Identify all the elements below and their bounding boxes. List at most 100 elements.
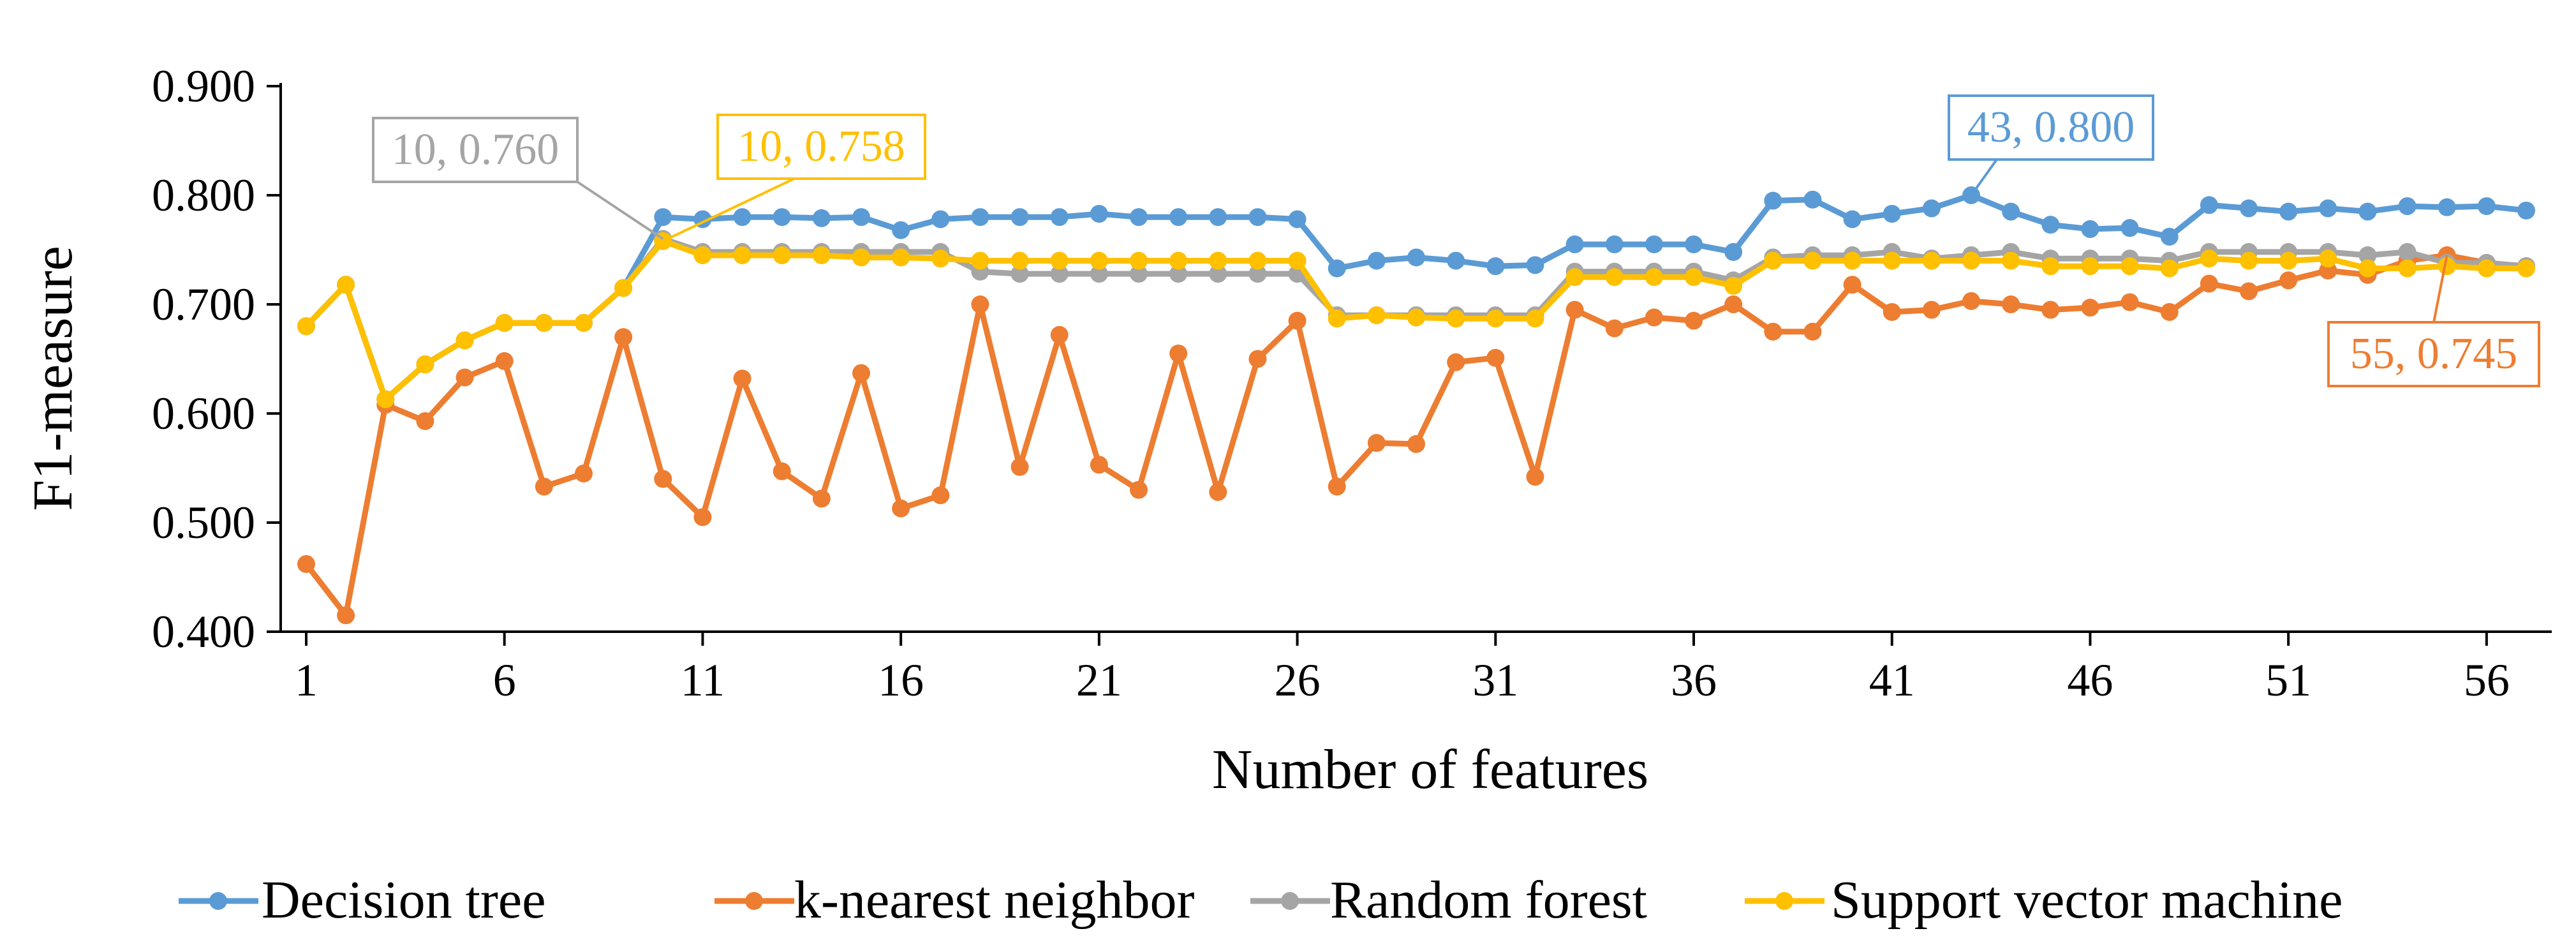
support-vector-machine-point [1209, 251, 1227, 270]
support-vector-machine-point [337, 276, 355, 294]
k-nearest-neighbor-point [773, 462, 791, 480]
k-nearest-neighbor-point [1010, 458, 1029, 476]
x-tick-label: 36 [1671, 655, 1717, 706]
decision-tree-point [2438, 198, 2456, 216]
k-nearest-neighbor-point [852, 364, 870, 382]
x-tick-label: 46 [2067, 655, 2113, 706]
k-nearest-neighbor-point [575, 465, 593, 483]
random-forest-point [1248, 265, 1267, 283]
k-nearest-neighbor-point [1526, 468, 1544, 486]
support-vector-machine-point [1010, 251, 1029, 270]
support-vector-machine-point [733, 246, 751, 265]
support-vector-machine-point [455, 331, 474, 350]
decision-tree-point [733, 208, 751, 227]
support-vector-machine-point [971, 251, 989, 270]
legend-swatch-marker [745, 892, 763, 910]
support-vector-machine-point [1566, 268, 1584, 286]
support-vector-machine-point [2121, 257, 2139, 276]
support-vector-machine-point [2200, 249, 2218, 268]
decision-tree-point [1724, 242, 1743, 261]
y-tick-label: 0.700 [152, 279, 255, 330]
decision-tree-point [1843, 210, 1862, 228]
decision-tree-point [1526, 256, 1544, 274]
support-vector-machine-point [812, 246, 831, 265]
callout-label: 10, 0.758 [737, 122, 905, 171]
k-nearest-neighbor-point [1605, 319, 1624, 338]
x-tick-label: 26 [1275, 655, 1321, 706]
decision-tree-point [1803, 190, 1822, 209]
legend-item-random-forest: Random forest [1250, 870, 1647, 930]
decision-tree-point [1883, 205, 1901, 223]
decision-tree-point [1645, 235, 1663, 253]
series-support-vector-machine [297, 232, 2535, 408]
support-vector-machine-point [495, 314, 514, 332]
support-vector-machine-point [376, 390, 395, 408]
annotation-svm: 10, 0.758 [662, 114, 926, 242]
support-vector-machine-point [1248, 251, 1267, 270]
support-vector-machine-point [2002, 251, 2020, 270]
k-nearest-neighbor-point [2121, 293, 2139, 311]
support-vector-machine-point [1169, 251, 1188, 270]
k-nearest-neighbor-point [1962, 292, 1980, 310]
x-tick-label: 1 [295, 655, 318, 706]
k-nearest-neighbor-point [1169, 344, 1188, 362]
support-vector-machine-point [1447, 309, 1465, 328]
support-vector-machine-point [2240, 251, 2258, 270]
y-tick-label: 0.400 [152, 606, 255, 657]
random-forest-point [1010, 265, 1029, 283]
legend-label: Decision tree [262, 870, 545, 930]
k-nearest-neighbor-point [1328, 477, 1346, 496]
legend-label: k-nearest neighbor [794, 870, 1194, 930]
decision-tree-point [1486, 257, 1505, 276]
k-nearest-neighbor-point [2200, 274, 2218, 293]
decision-tree-point [1447, 251, 1465, 270]
y-axis-title: F1-measure [22, 246, 84, 510]
x-tick-label: 41 [1869, 655, 1915, 706]
y-tick-label: 0.600 [152, 388, 255, 439]
k-nearest-neighbor-point [1367, 434, 1386, 452]
support-vector-machine-point [2279, 251, 2298, 270]
random-forest-point [1169, 265, 1188, 283]
series-decision-tree [297, 186, 2535, 408]
decision-tree-point [2279, 202, 2298, 221]
legend-label: Support vector machine [1831, 870, 2343, 930]
k-nearest-neighbor-point [1724, 295, 1743, 313]
legend-label: Random forest [1330, 870, 1647, 930]
random-forest-point [1050, 265, 1069, 283]
support-vector-machine-point [2081, 257, 2099, 276]
legend-item-support-vector-machine: Support vector machine [1745, 870, 2343, 930]
k-nearest-neighbor-point [693, 508, 712, 526]
k-nearest-neighbor-point [931, 486, 950, 505]
support-vector-machine-point [2160, 259, 2179, 278]
y-tick-label: 0.900 [152, 61, 255, 112]
decision-tree-point [931, 210, 950, 228]
annotation-decision-tree: 43, 0.800 [1948, 94, 2154, 197]
annotation-knn: 55, 0.745 [2327, 255, 2540, 387]
decision-tree-point [971, 208, 989, 227]
support-vector-machine-point [2319, 249, 2337, 268]
callout-box [1948, 94, 2154, 161]
support-vector-machine-point [1367, 306, 1386, 325]
decision-tree-point [1764, 191, 1782, 210]
decision-tree-point [1566, 235, 1584, 253]
decision-tree-point [1605, 235, 1624, 253]
k-nearest-neighbor-point [1843, 276, 1862, 294]
decision-tree-point [2081, 220, 2099, 239]
support-vector-machine-point [2041, 257, 2060, 276]
support-vector-machine-point [1922, 251, 1941, 270]
decision-tree-point [773, 208, 791, 227]
callout-box [716, 114, 926, 180]
support-vector-machine-point [1803, 251, 1822, 270]
decision-tree-point [1288, 210, 1307, 228]
k-nearest-neighbor-point [2279, 271, 2298, 290]
support-vector-machine-point [852, 248, 870, 267]
k-nearest-neighbor-point [1288, 311, 1307, 330]
legend-item-decision-tree: Decision tree [179, 870, 545, 930]
support-vector-machine-point [1685, 268, 1703, 286]
k-nearest-neighbor-point [1248, 350, 1267, 368]
decision-tree-point [2319, 199, 2337, 218]
callout-label: 10, 0.760 [392, 125, 559, 174]
k-nearest-neighbor-point [1803, 322, 1822, 341]
decision-tree-point [2517, 201, 2535, 220]
k-nearest-neighbor-point [812, 489, 831, 508]
